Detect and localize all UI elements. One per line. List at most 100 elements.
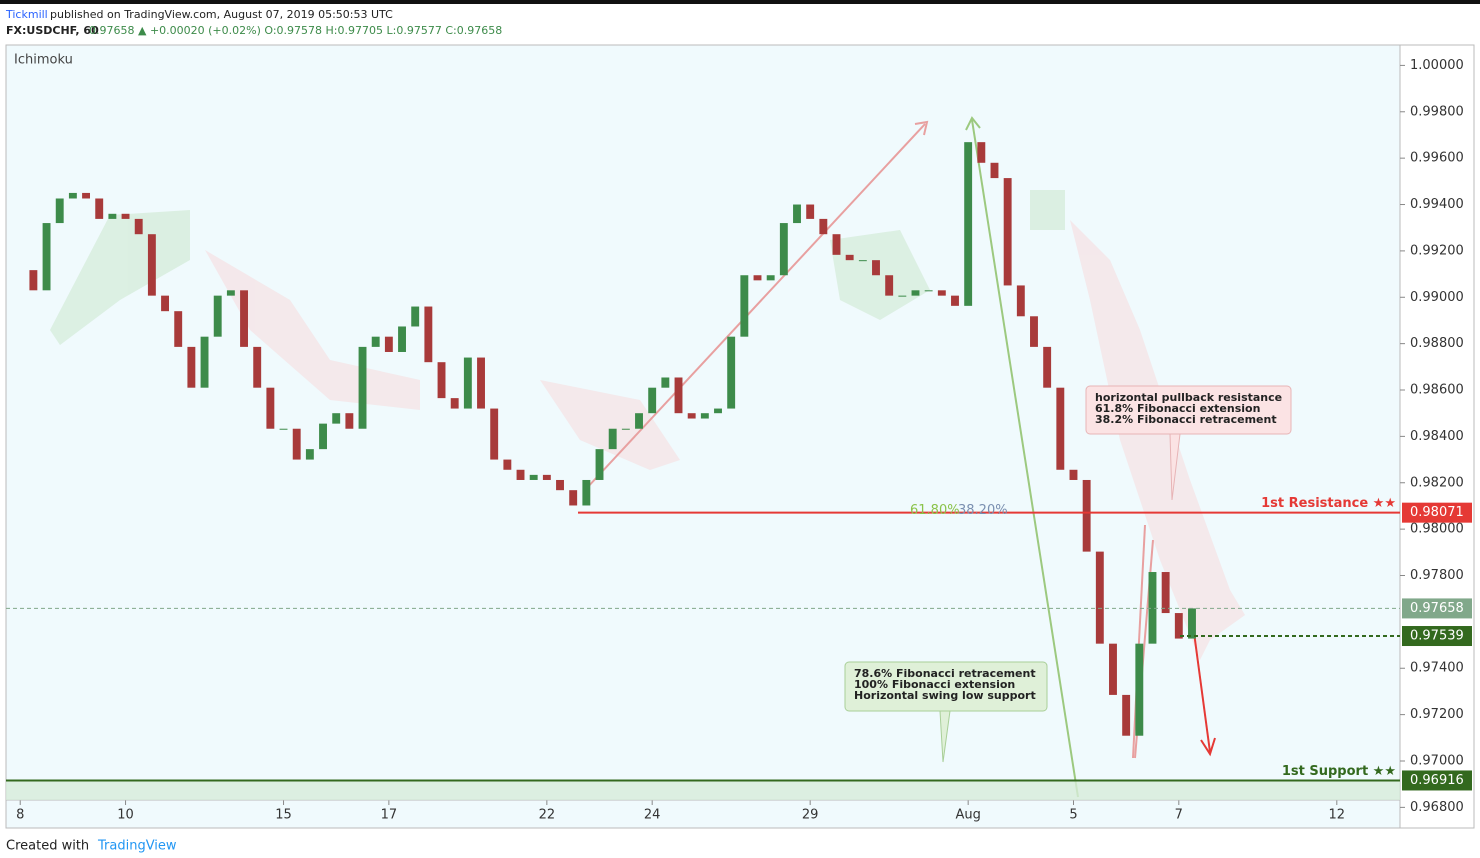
price-tag-label: 0.97539 — [1410, 629, 1464, 644]
annotation-text: 78.6% Fibonacci retracement — [854, 667, 1036, 680]
candle — [793, 204, 801, 224]
fib-label: 61.80% — [910, 503, 960, 518]
candle — [411, 306, 420, 327]
annotation-box — [844, 385, 1292, 763]
candle — [82, 192, 90, 199]
candle — [161, 295, 169, 312]
candle — [1016, 285, 1025, 317]
candle — [556, 479, 564, 491]
candle — [924, 290, 933, 292]
plot-area — [5, 44, 1401, 829]
y-tick-label: 0.99200 — [1410, 243, 1464, 258]
y-tick-label: 0.98800 — [1410, 336, 1464, 351]
price-axis — [1399, 44, 1475, 829]
candle — [990, 162, 999, 179]
candle — [187, 346, 196, 388]
candle — [384, 336, 393, 352]
price-tag — [1402, 770, 1472, 791]
candle — [358, 346, 367, 429]
y-tick-label: 0.98200 — [1410, 475, 1464, 490]
support-zone — [6, 780, 1400, 800]
level-label: 1st Support ★★ — [1282, 764, 1396, 779]
y-tick-label: 0.97200 — [1410, 707, 1464, 722]
candle — [898, 295, 907, 297]
price-tag-label: 0.96916 — [1410, 773, 1464, 788]
y-tick-label: 0.97800 — [1410, 568, 1464, 583]
annotation-text: 38.2% Fibonacci retracement — [1095, 413, 1277, 426]
y-tick-label: 0.98000 — [1410, 522, 1464, 537]
candle — [635, 413, 643, 429]
candle — [845, 254, 854, 261]
candle — [608, 428, 617, 450]
fib-label: 38.20% — [958, 503, 1008, 518]
candle — [121, 213, 130, 219]
y-tick-label: 0.98400 — [1410, 429, 1464, 444]
candle — [542, 474, 551, 480]
candle — [569, 490, 578, 506]
candle — [832, 234, 841, 255]
candle — [1148, 572, 1157, 644]
candle — [621, 428, 630, 430]
candle — [595, 449, 604, 480]
candle — [1043, 346, 1052, 388]
brand[interactable]: TradingView — [97, 839, 177, 854]
publisher[interactable]: Tickmill — [5, 8, 48, 21]
candle — [1003, 178, 1012, 286]
candle — [174, 311, 183, 347]
candle — [687, 413, 696, 419]
x-tick-label: 10 — [117, 808, 134, 823]
candle — [253, 346, 262, 388]
y-tick-label: 0.97000 — [1410, 753, 1464, 768]
candle — [345, 413, 354, 429]
annotation-text: Horizontal swing low support — [854, 689, 1036, 702]
candle — [1109, 643, 1117, 695]
price-tag — [1402, 598, 1472, 619]
candle — [714, 408, 722, 414]
price-tag — [1402, 626, 1472, 647]
annotation-text: horizontal pullback resistance — [1095, 391, 1282, 404]
candle — [213, 295, 222, 337]
candle — [1082, 479, 1091, 552]
candle — [371, 336, 380, 347]
indicator: Ichimoku — [14, 53, 73, 68]
candle — [1030, 316, 1038, 347]
x-tick-label: Aug — [955, 808, 980, 823]
x-tick-label: 22 — [539, 808, 556, 823]
candle — [740, 275, 749, 337]
level-label: 1st Resistance ★★ — [1261, 496, 1396, 511]
x-tick-label: 12 — [1329, 808, 1346, 823]
x-tick-label: 5 — [1069, 808, 1077, 823]
candle — [332, 413, 341, 424]
candle — [1161, 572, 1170, 614]
candle — [1095, 551, 1104, 644]
annotation-text: 100% Fibonacci extension — [854, 678, 1015, 691]
candle — [1122, 694, 1131, 736]
candle — [226, 290, 235, 296]
candle — [964, 142, 973, 306]
candle — [29, 270, 38, 291]
candle — [661, 377, 670, 388]
candle — [319, 423, 327, 450]
x-tick-label: 24 — [644, 808, 661, 823]
symbol: FX:USDCHF, 60 — [6, 24, 99, 37]
published: published on TradingView.com, August 07,… — [50, 8, 393, 21]
candle — [1174, 613, 1183, 639]
y-tick-label: 0.97400 — [1410, 661, 1464, 676]
candle — [700, 413, 709, 419]
price-tag — [1402, 502, 1472, 523]
created: Created with — [6, 839, 89, 854]
candle — [951, 295, 959, 306]
candle — [753, 275, 762, 281]
y-tick-label: 0.98600 — [1410, 383, 1464, 398]
candle — [437, 362, 446, 399]
y-tick-label: 0.99400 — [1410, 197, 1464, 212]
candle — [68, 192, 77, 199]
y-tick-label: 1.00000 — [1410, 58, 1464, 73]
candle — [200, 336, 209, 388]
candle — [872, 260, 880, 276]
candle — [503, 459, 512, 470]
candle — [937, 290, 946, 296]
x-tick-label: 29 — [802, 808, 819, 823]
candle — [911, 290, 920, 296]
